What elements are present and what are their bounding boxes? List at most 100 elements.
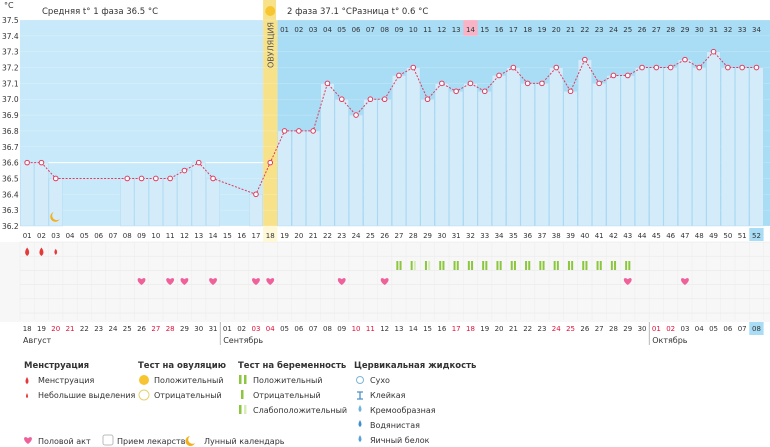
temperature-point (653, 64, 660, 71)
temperature-point (725, 64, 731, 71)
legend-pregnancy-positive: Положительный (253, 376, 322, 385)
intercourse-heart (380, 278, 389, 286)
pregnancy-test-mark (628, 261, 631, 270)
calendar-date: 27 (151, 325, 160, 333)
temperature-point (739, 64, 745, 71)
temperature-bar (663, 67, 678, 227)
legend-pregnancy-weak: Слабоположительный (253, 406, 347, 415)
temperature-bar (248, 194, 263, 227)
cycle-day-number: 50 (723, 232, 732, 240)
temperature-points (24, 48, 760, 198)
temperature-bar (492, 75, 506, 227)
cycle-day-number: 41 (595, 232, 604, 240)
moon-icon (185, 436, 195, 446)
cycle-day-number: 14 (209, 232, 218, 240)
small-drop-icon (26, 393, 28, 398)
y-tick-label: 37.2 (2, 64, 19, 73)
pregnancy-test-mark (553, 261, 556, 270)
temperature-point (267, 159, 274, 166)
calendar-date: 21 (509, 325, 518, 333)
y-tick-label: 37.4 (2, 32, 19, 41)
calendar-date: 23 (537, 325, 546, 333)
y-tick-label: 36.2 (2, 222, 19, 231)
today-marker (749, 228, 764, 241)
phase2-label: 2 фаза 37.1 °C (287, 7, 352, 17)
temperature-bar (749, 67, 764, 227)
temperature-bar (535, 83, 549, 227)
legend-cervical-creamy: Кремообразная (370, 406, 436, 415)
pregnancy-test-mark (539, 261, 542, 270)
cycle-day-number: 07 (108, 232, 117, 240)
ovulation-negative-icon (138, 389, 150, 401)
temperature-bar (363, 99, 378, 227)
temperature-bar (635, 67, 649, 227)
post-ovulation-day: 15 (480, 26, 489, 34)
y-tick-label: 36.8 (2, 127, 19, 136)
temperature-bar (520, 83, 535, 227)
egg-white-icon (358, 435, 362, 442)
cycle-day-number: 38 (552, 232, 561, 240)
calendar-date: 17 (452, 325, 461, 333)
post-ovulation-day: 03 (309, 26, 318, 34)
intercourse-heart (252, 278, 260, 286)
post-ovulation-day: 08 (380, 26, 389, 34)
highlighted-day-cell (463, 20, 478, 36)
calendar-date: 01 (223, 325, 232, 333)
post-ovulation-day: 24 (609, 26, 618, 34)
cycle-day-number: 30 (437, 232, 446, 240)
cycle-day-number: 17 (251, 232, 260, 240)
menstruation-drop (25, 247, 30, 257)
legend-ovulation-negative: Отрицательный (154, 391, 222, 400)
pregnancy-test-mark (525, 261, 528, 270)
pregnancy-test-mark (482, 261, 485, 270)
temperature-point (439, 80, 445, 87)
temperature-bar (206, 178, 221, 227)
pregnancy-test-mark (542, 261, 545, 270)
calendar-date: 07 (738, 325, 747, 333)
calendar-date: 10 (352, 325, 361, 333)
temperature-point (167, 175, 173, 182)
calendar-date: 25 (123, 325, 132, 333)
temperature-diff-label: Разница t° 0.6 °C (352, 7, 428, 17)
temperature-bar (120, 178, 135, 227)
pregnancy-test-mark (610, 261, 613, 270)
temperature-point (52, 175, 59, 182)
post-ovulation-day: 30 (695, 26, 704, 34)
calendar-date: 15 (423, 325, 432, 333)
cycle-day-number: 45 (652, 232, 661, 240)
temperature-point (195, 159, 202, 166)
temperature-point (467, 80, 474, 87)
temperature-bar (606, 75, 621, 227)
calendar-date: 05 (709, 325, 718, 333)
pregnancy-test-mark (471, 261, 474, 270)
y-tick-label: 36.9 (2, 111, 19, 120)
post-ovulation-day: 27 (652, 26, 661, 34)
temperature-bar (735, 67, 750, 227)
cycle-day-number: 48 (695, 232, 704, 240)
calendar-date: 20 (495, 325, 504, 333)
calendar-date: 30 (638, 325, 647, 333)
pregnancy-test-mark (453, 261, 456, 270)
pregnancy-test-mark (513, 261, 516, 270)
temperature-bar (563, 91, 578, 227)
cycle-day-number: 02 (37, 232, 46, 240)
temperature-point (338, 96, 345, 103)
temperature-point (567, 88, 574, 95)
ovulation-positive-icon (139, 375, 149, 385)
temperature-bar (177, 170, 192, 227)
temperature-bar (434, 83, 449, 227)
temperature-point (610, 72, 617, 79)
temperature-bar (720, 67, 735, 227)
post-ovulation-day: 02 (294, 26, 303, 34)
pregnancy-test-mark (585, 261, 588, 270)
cycle-day-number: 09 (137, 232, 146, 240)
calendar-date: 30 (194, 325, 203, 333)
calendar-date: 11 (366, 325, 375, 333)
temperature-point (639, 64, 645, 71)
cycle-day-number: 03 (51, 232, 60, 240)
temperature-point (539, 80, 545, 87)
pregnancy-test-mark (499, 261, 502, 270)
temperature-bar (692, 67, 707, 227)
legend-cervical-sticky: Клейкая (370, 391, 406, 400)
